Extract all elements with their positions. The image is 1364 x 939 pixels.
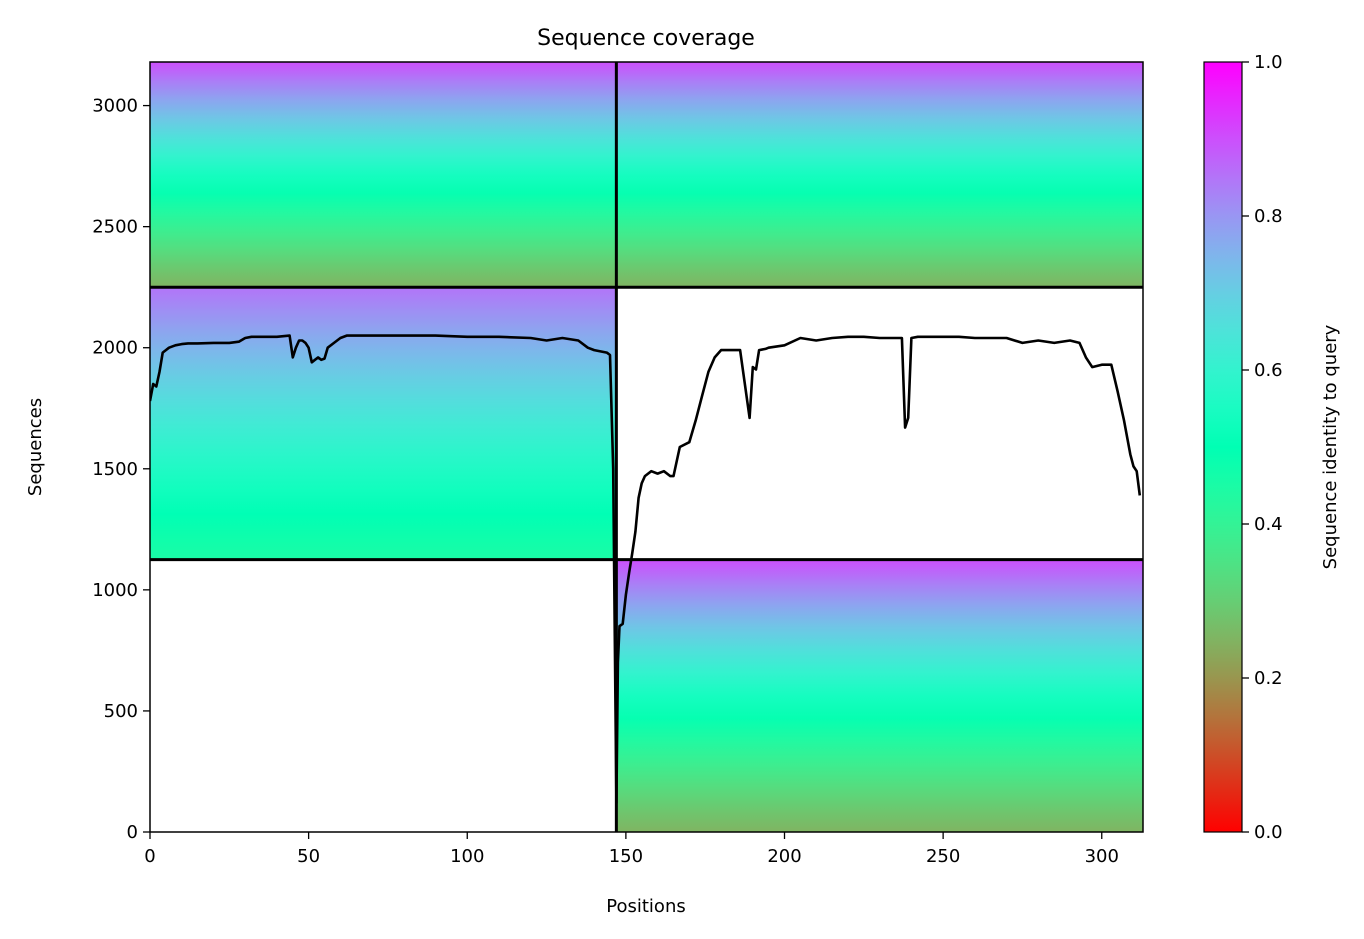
chart-title: Sequence coverage xyxy=(537,26,755,51)
colorbar-tick-label: 0.6 xyxy=(1254,360,1283,381)
colorbar-tick-label: 0.0 xyxy=(1254,822,1283,843)
y-tick-label: 1500 xyxy=(92,459,138,480)
y-tick-label: 2500 xyxy=(92,217,138,238)
colorbar-tick-label: 0.4 xyxy=(1254,514,1283,535)
coverage-line xyxy=(150,334,1142,805)
y-tick-label: 1000 xyxy=(92,580,138,601)
heatmap-block xyxy=(616,62,1143,288)
y-tick-label: 3000 xyxy=(92,96,138,117)
x-tick-label: 100 xyxy=(450,846,484,867)
x-tick-label: 300 xyxy=(1085,846,1119,867)
colorbar-tick-label: 0.8 xyxy=(1254,206,1283,227)
y-tick-label: 2000 xyxy=(92,338,138,359)
heatmap-block xyxy=(150,62,617,288)
x-tick-label: 150 xyxy=(609,846,643,867)
y-axis-label: Sequences xyxy=(25,398,46,496)
coverage-line-layer xyxy=(150,334,1142,805)
x-tick-label: 250 xyxy=(926,846,960,867)
x-tick-label: 200 xyxy=(767,846,801,867)
heatmap-block xyxy=(150,287,617,560)
colorbar xyxy=(1203,61,1243,833)
y-axis-ticks: 0 500 1000 1500 2000 2500 3000 xyxy=(92,96,150,843)
x-tick-label: 0 xyxy=(144,846,155,867)
colorbar-ticks: 0.0 0.2 0.4 0.6 0.8 1.0 xyxy=(1242,52,1283,843)
colorbar-label: Sequence identity to query xyxy=(1320,324,1341,569)
x-axis-label: Positions xyxy=(606,896,685,917)
x-tick-label: 50 xyxy=(297,846,320,867)
heatmap-block xyxy=(616,559,1143,832)
y-tick-label: 500 xyxy=(104,701,138,722)
colorbar-tick-label: 0.2 xyxy=(1254,668,1283,689)
heatmap-blocks xyxy=(150,62,1143,832)
plot-frame xyxy=(149,61,1144,833)
colorbar-tick-label: 1.0 xyxy=(1254,52,1283,73)
y-tick-label: 0 xyxy=(127,822,138,843)
x-axis-ticks: 0 50 100 150 200 250 300 xyxy=(144,832,1119,867)
